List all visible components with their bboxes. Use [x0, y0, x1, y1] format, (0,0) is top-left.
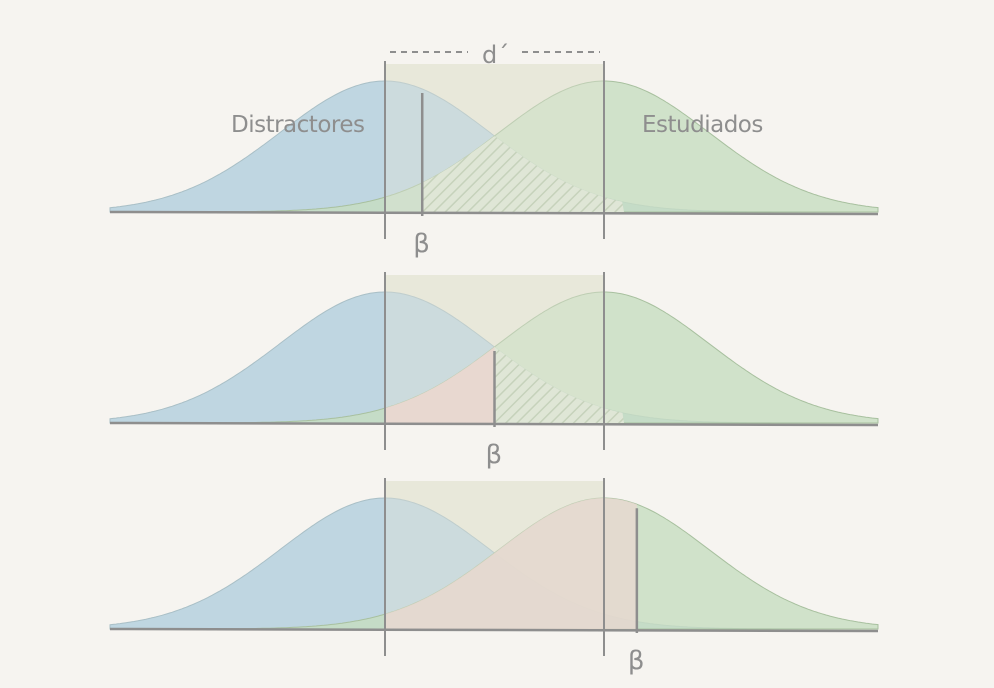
false-alarm-hatch [494, 346, 624, 423]
panel-liberal-high: β [109, 478, 879, 676]
hit-region-left [385, 346, 495, 423]
studied-label: Estudiados [642, 112, 763, 138]
panel-conservative-low: β [109, 61, 879, 259]
panel-neutral: β [109, 272, 879, 470]
distractors-label: Distractores [231, 112, 364, 138]
baseline-axis [109, 627, 879, 633]
miss-region [385, 498, 637, 629]
false-alarm-hatch [422, 136, 624, 212]
baseline-axis [109, 210, 879, 216]
beta-label: β [486, 440, 503, 470]
beta-label: β [413, 229, 430, 259]
beta-label: β [628, 646, 645, 676]
